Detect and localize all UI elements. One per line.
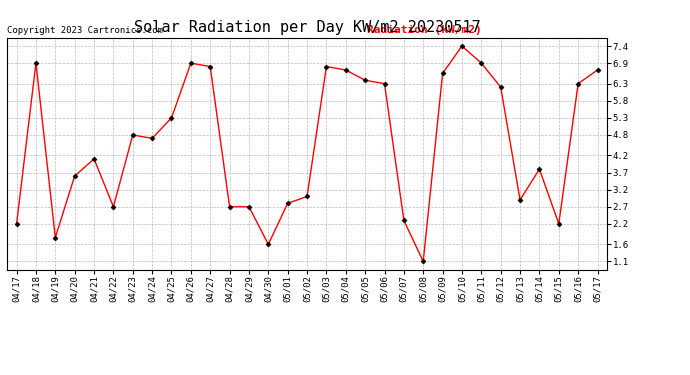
Title: Solar Radiation per Day KW/m2 20230517: Solar Radiation per Day KW/m2 20230517	[134, 20, 480, 35]
Text: Copyright 2023 Cartronics.com: Copyright 2023 Cartronics.com	[7, 26, 163, 35]
Text: Radiation (kW/m2): Radiation (kW/m2)	[367, 25, 482, 35]
